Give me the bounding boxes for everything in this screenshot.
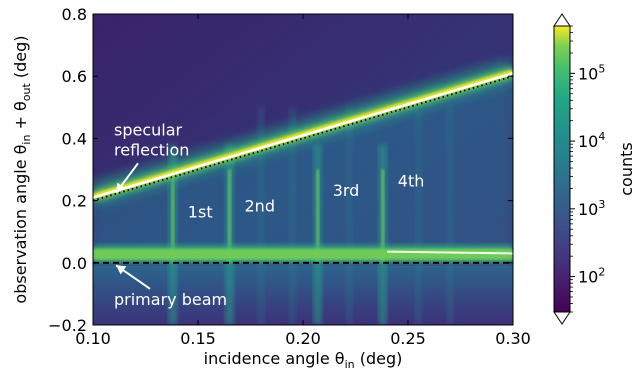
region-above-specular (93, 14, 513, 195)
x-tick-label: 0.25 (390, 329, 426, 348)
specular-label: reflection (114, 140, 189, 159)
order-streak-core (228, 169, 231, 263)
colorbar-extend-bottom (553, 311, 571, 325)
colorbar-frame (553, 25, 571, 313)
colorbar-tick-label: 103 (578, 198, 605, 219)
colorbar: 102 103 104 105 (553, 13, 605, 325)
x-axis: 0.10 0.15 0.20 0.25 0.30 (75, 14, 531, 348)
x-tick-label: 0.10 (75, 329, 111, 348)
x-tick-label: 0.20 (285, 329, 321, 348)
order-label: 2nd (245, 196, 275, 215)
colorbar-gradient (554, 26, 570, 312)
faint-streak (289, 107, 296, 325)
x-axis-label: incidence angle θin (deg) (204, 349, 403, 370)
y-tick-label: 0.2 (62, 192, 87, 211)
order-streak-core (171, 169, 175, 263)
colorbar-tick-label: 105 (578, 62, 605, 83)
y-axis: −0.2 0.0 0.2 0.4 0.6 0.8 (48, 5, 513, 335)
faint-streak (258, 107, 264, 325)
specular-dotted-line (93, 75, 513, 202)
faint-streak (415, 107, 422, 325)
beam-white-streak (386, 250, 513, 255)
order-streak-core (316, 169, 320, 263)
order-label: 4th (398, 172, 425, 191)
y-tick-label: 0.8 (62, 5, 87, 24)
y-tick-label: 0.0 (62, 254, 87, 273)
colorbar-label: counts (617, 142, 636, 195)
y-tick-label: 0.6 (62, 67, 87, 86)
faint-streak (346, 107, 353, 325)
specular-label: specular (114, 120, 183, 139)
region-below-beam (93, 265, 513, 325)
colorbar-tick-label: 104 (578, 130, 605, 151)
primary-label: primary beam (114, 290, 227, 309)
specular-white (93, 72, 513, 199)
x-tick-label: 0.30 (495, 329, 531, 348)
beam-band (93, 248, 513, 260)
order-label: 1st (188, 203, 213, 222)
primary-arrowhead (116, 265, 127, 275)
colorbar-extend-top (553, 13, 571, 27)
order-label: 3rd (333, 181, 360, 200)
x-tick-label: 0.15 (180, 329, 216, 348)
specular-arrowhead (116, 182, 126, 193)
y-tick-label: −0.2 (48, 316, 87, 335)
colorbar-tick-label: 102 (578, 266, 605, 287)
order-streak-core (381, 169, 385, 263)
y-axis-label: observation angle θin + θout (deg) (11, 35, 33, 303)
y-tick-label: 0.4 (62, 129, 87, 148)
faint-streak (447, 107, 453, 325)
